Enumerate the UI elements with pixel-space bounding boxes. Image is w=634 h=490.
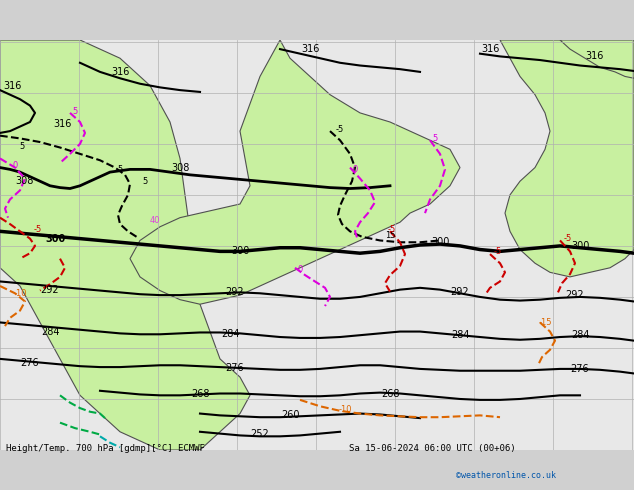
Text: Sa 15-06-2024 06:00 UTC (00+06): Sa 15-06-2024 06:00 UTC (00+06) [349,444,515,453]
Polygon shape [560,40,634,78]
Text: Height/Temp. 700 hPa [gdmp][°C] ECMWF: Height/Temp. 700 hPa [gdmp][°C] ECMWF [6,444,205,453]
Text: 300: 300 [571,241,589,251]
Text: 40: 40 [150,216,160,225]
Text: 300: 300 [231,246,249,256]
Text: 292: 292 [41,285,60,294]
Text: 284: 284 [221,329,239,339]
Text: 308: 308 [171,163,189,172]
Text: 0: 0 [353,165,358,174]
Text: 308: 308 [16,176,34,186]
Text: 0: 0 [297,265,302,274]
Text: 276: 276 [571,364,590,374]
Text: 5: 5 [20,142,25,151]
Text: 292: 292 [566,290,585,300]
Text: 316: 316 [3,80,21,91]
Text: 0: 0 [13,161,18,170]
Polygon shape [500,40,634,277]
Text: 15: 15 [385,231,395,241]
Text: 300: 300 [45,234,65,244]
Polygon shape [130,40,460,304]
Text: 5: 5 [72,106,77,116]
Polygon shape [0,40,250,450]
Text: -5: -5 [336,125,344,134]
Text: 5: 5 [117,165,122,174]
Text: 5: 5 [432,134,437,143]
Text: ©weatheronline.co.uk: ©weatheronline.co.uk [456,471,557,480]
Text: -5: -5 [388,225,396,234]
Text: 268: 268 [381,389,399,398]
Text: 276: 276 [226,363,244,373]
Text: -10: -10 [13,289,27,298]
Text: 316: 316 [111,67,129,77]
Text: 316: 316 [301,44,319,54]
Text: 284: 284 [451,330,469,340]
Text: 252: 252 [250,429,269,439]
Text: 284: 284 [41,326,59,337]
Text: 276: 276 [21,358,39,368]
Text: -10: -10 [339,405,352,415]
Text: 292: 292 [451,287,469,297]
Text: -15: -15 [538,318,552,327]
Text: 316: 316 [54,119,72,129]
Text: 5: 5 [143,177,148,186]
Text: -5: -5 [34,225,42,234]
Text: 316: 316 [586,51,604,61]
Text: -5: -5 [494,247,502,256]
Text: 292: 292 [226,287,244,297]
Text: 300: 300 [431,237,449,247]
Text: 260: 260 [281,411,299,420]
Text: 284: 284 [571,330,589,340]
Text: 316: 316 [481,44,499,54]
Text: -5: -5 [564,234,572,243]
Text: 268: 268 [191,389,209,398]
